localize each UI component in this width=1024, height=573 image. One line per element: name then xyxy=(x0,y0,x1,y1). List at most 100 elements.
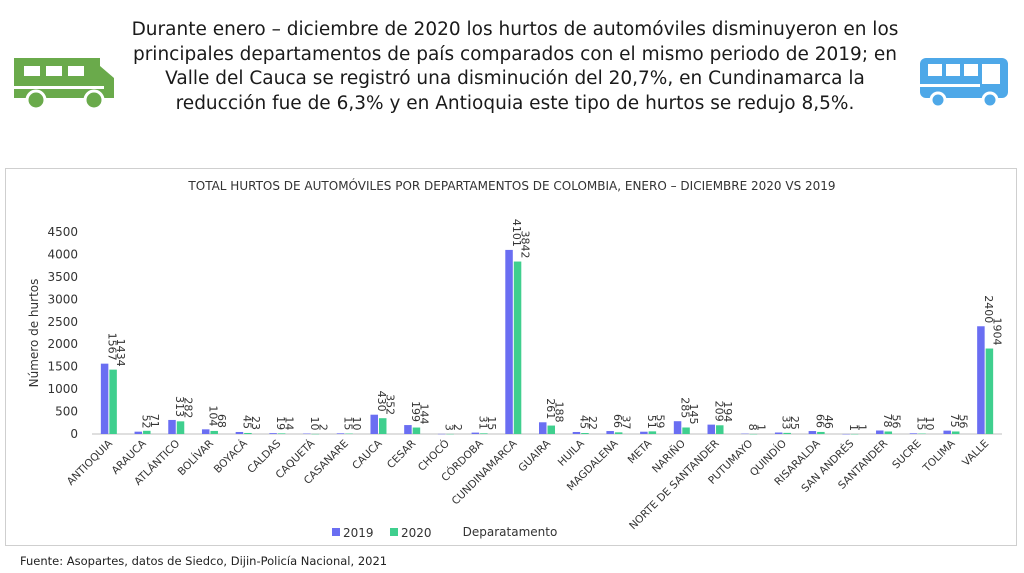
y-tick-label: 3000 xyxy=(47,292,78,306)
y-tick-label: 500 xyxy=(55,405,78,419)
data-label: 144 xyxy=(417,404,430,425)
data-label: 14 xyxy=(283,416,296,430)
bar-2019 xyxy=(269,433,277,434)
data-label: 23 xyxy=(249,416,262,430)
data-label: 1 xyxy=(856,424,869,431)
bar-2019 xyxy=(404,425,412,434)
y-tick-label: 2500 xyxy=(47,315,78,329)
data-label: 430 xyxy=(375,391,388,412)
bar-2019 xyxy=(235,431,244,434)
x-tick-label: ANTIOQUIA xyxy=(65,437,116,488)
data-label: 66 xyxy=(813,414,826,428)
data-label: 37 xyxy=(620,415,633,429)
bar-2019 xyxy=(707,424,716,434)
data-label: 2400 xyxy=(982,295,995,323)
bar-2020 xyxy=(176,421,185,434)
legend-label: 2019 xyxy=(343,526,374,540)
bar-2020 xyxy=(884,431,893,434)
data-label: 59 xyxy=(653,414,666,428)
bus-icon xyxy=(920,58,1008,108)
bar-2020 xyxy=(109,369,117,434)
bar-2020 xyxy=(951,431,960,434)
x-tick-label: META xyxy=(626,437,655,466)
data-label: 199 xyxy=(409,401,422,422)
bar-2020 xyxy=(682,427,690,434)
data-label: 194 xyxy=(721,401,734,422)
data-label: 8 xyxy=(746,424,759,431)
data-label: 352 xyxy=(384,394,397,415)
bar-2020 xyxy=(480,433,488,434)
x-tick-label: CESAR xyxy=(385,438,418,471)
bar-2020 xyxy=(210,430,218,434)
data-label: 31 xyxy=(476,416,489,430)
bar-2019 xyxy=(808,431,817,434)
x-tick-label: BOYACÁ xyxy=(211,436,250,475)
x-axis: ANTIOQUIAARAUCAATLÁNTICOBOLÍVARBOYACÁCAL… xyxy=(65,436,992,532)
data-label: 145 xyxy=(687,403,700,424)
bar-2020 xyxy=(783,432,791,434)
data-label: 51 xyxy=(645,415,658,429)
bar-2020 xyxy=(412,427,421,434)
data-label: 2 xyxy=(316,424,329,431)
data-label: 1904 xyxy=(990,318,1003,346)
x-axis-label: Deparatamento xyxy=(463,525,558,539)
bar-2019 xyxy=(572,431,581,434)
bar-2020 xyxy=(716,425,724,434)
x-tick-label: VALLE xyxy=(960,438,991,469)
bar-2019 xyxy=(774,432,783,434)
legend-swatch-2020 xyxy=(390,528,398,536)
bar-2020 xyxy=(817,431,825,434)
data-label: 188 xyxy=(552,402,565,423)
bar-2019 xyxy=(505,249,513,434)
y-tick-label: 0 xyxy=(70,427,78,441)
data-label: 1434 xyxy=(114,339,127,367)
bar-2019 xyxy=(673,421,682,434)
bar-2019 xyxy=(201,429,210,434)
bar-2020 xyxy=(143,430,151,434)
bar-2020 xyxy=(513,261,522,434)
bar-2019 xyxy=(168,419,176,434)
data-label: 313 xyxy=(173,396,186,417)
bar-2020 xyxy=(378,418,387,434)
x-tick-label: GUAIRA xyxy=(516,437,553,474)
data-label: 2 xyxy=(451,424,464,431)
bar-2019 xyxy=(336,433,345,434)
y-axis: 0 500 1000 1500 2000 2500 3000 3500 4000 4500 xyxy=(47,225,1002,441)
y-tick-label: 3500 xyxy=(47,270,78,284)
bar-2020 xyxy=(581,433,589,434)
bar-2020 xyxy=(277,433,286,434)
bar-2019 xyxy=(640,431,648,434)
rv-camper-icon xyxy=(14,58,114,110)
bar-2019 xyxy=(606,431,614,434)
data-label: 285 xyxy=(679,397,692,418)
bar-2020 xyxy=(648,431,657,434)
y-tick-label: 1500 xyxy=(47,360,78,374)
data-label: 10 xyxy=(350,417,363,431)
y-tick-label: 1000 xyxy=(47,382,78,396)
data-label: 56 xyxy=(889,414,902,428)
data-label: 1 xyxy=(754,424,767,431)
bar-2020 xyxy=(244,432,252,434)
data-label: 78 xyxy=(881,413,894,427)
data-label: 25 xyxy=(788,416,801,430)
data-label: 45 xyxy=(577,415,590,429)
data-label: 15 xyxy=(485,416,498,430)
data-label: 22 xyxy=(586,416,599,430)
data-label: 282 xyxy=(182,397,195,418)
source-note: Fuente: Asopartes, datos de Siedco, Diji… xyxy=(20,554,388,568)
data-label: 104 xyxy=(207,405,220,426)
legend: 2019 2020 xyxy=(332,526,432,540)
data-label: 10 xyxy=(923,417,936,431)
bar-2020 xyxy=(547,425,555,434)
data-label: 15 xyxy=(914,416,927,430)
data-label: 71 xyxy=(148,414,161,428)
bar-2019 xyxy=(471,432,480,434)
bar-2019 xyxy=(370,414,378,434)
bar-2019 xyxy=(909,433,918,434)
data-label: 3842 xyxy=(519,231,532,259)
x-tick-label: BOLÍVAR xyxy=(175,437,216,478)
data-label: 56 xyxy=(957,414,970,428)
data-label: 33 xyxy=(780,416,793,430)
